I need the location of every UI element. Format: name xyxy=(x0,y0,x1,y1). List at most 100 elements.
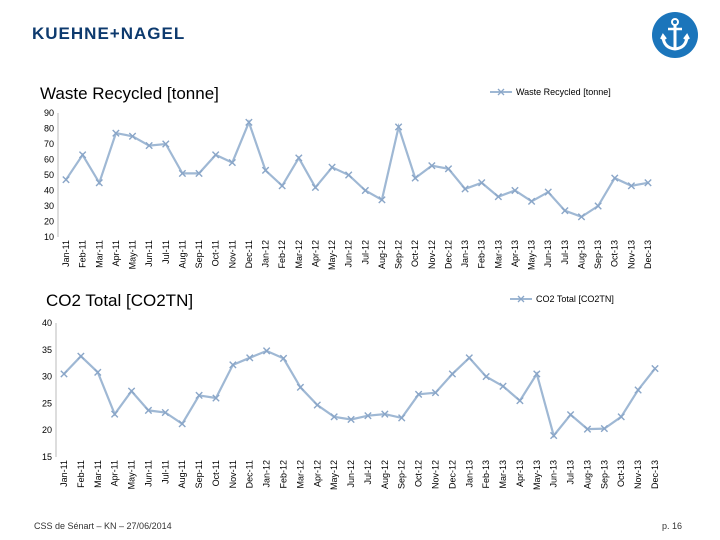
waste-x-tick-label: Jun-12 xyxy=(344,240,354,268)
waste-x-tick-label: Oct-12 xyxy=(410,240,420,267)
waste-data-point xyxy=(627,182,636,190)
waste-data-point xyxy=(527,197,536,206)
co2-x-tick-label: Mar-12 xyxy=(295,460,305,489)
waste-data-point xyxy=(211,151,220,159)
waste-x-tick-label: Jul-12 xyxy=(360,240,370,265)
co2-data-point xyxy=(195,391,203,400)
co2-x-tick-label: Feb-13 xyxy=(481,460,491,489)
co2-data-point xyxy=(347,415,355,424)
co2-data-point xyxy=(448,370,457,378)
waste-x-tick-label: Dec-13 xyxy=(643,240,653,269)
co2-y-tick-label: 20 xyxy=(42,425,52,435)
co2-x-tick-label: Nov-13 xyxy=(633,460,643,489)
waste-data-point xyxy=(644,179,652,187)
co2-data-point xyxy=(465,354,473,362)
co2-data-point xyxy=(414,390,423,398)
co2-data-point xyxy=(77,352,85,360)
waste-data-point xyxy=(361,186,370,195)
waste-x-tick-label: Nov-13 xyxy=(626,240,636,269)
logo-right-text: NAGEL xyxy=(120,24,186,43)
co2-data-point xyxy=(431,388,440,397)
waste-x-tick-label: Nov-11 xyxy=(227,240,237,268)
co2-x-tick-label: Sep-13 xyxy=(599,460,609,489)
waste-y-tick-label: 70 xyxy=(44,139,54,149)
co2-y-tick-label: 40 xyxy=(42,318,52,328)
co2-x-tick-label: Mar-13 xyxy=(498,460,508,489)
waste-x-tick-label: Jan-13 xyxy=(460,240,470,268)
waste-data-point xyxy=(245,118,253,126)
co2-data-point xyxy=(161,408,170,417)
co2-x-tick-label: May-13 xyxy=(532,460,542,490)
waste-data-point xyxy=(95,179,103,187)
waste-y-tick-label: 80 xyxy=(44,124,54,134)
waste-data-point xyxy=(328,163,336,171)
waste-x-tick-label: Apr-11 xyxy=(111,240,121,266)
waste-chart-title: Waste Recycled [tonne] xyxy=(40,84,219,103)
co2-x-tick-label: Feb-11 xyxy=(76,460,86,488)
co2-data-point xyxy=(583,425,592,433)
waste-data-point xyxy=(611,174,619,182)
waste-x-tick-label: Sep-12 xyxy=(394,240,404,269)
co2-data-point xyxy=(600,424,609,433)
page-number: p. 16 xyxy=(662,521,683,531)
co2-x-tick-label: Jan-11 xyxy=(59,460,69,487)
co2-x-tick-label: Jul-12 xyxy=(363,460,373,485)
co2-data-point xyxy=(381,410,389,418)
waste-data-point xyxy=(577,213,586,221)
waste-data-point xyxy=(444,165,453,173)
co2-data-point xyxy=(313,401,321,409)
co2-x-tick-label: Jun-12 xyxy=(346,460,356,488)
co2-x-tick-label: Sep-11 xyxy=(194,460,204,488)
co2-data-point xyxy=(549,431,558,440)
co2-data-point xyxy=(296,383,305,392)
waste-x-tick-label: Aug-12 xyxy=(377,240,387,269)
co2-chart-title: CO2 Total [CO2TN] xyxy=(46,291,194,310)
co2-data-point xyxy=(499,382,507,390)
waste-x-tick-label: Apr-13 xyxy=(510,240,520,267)
waste-data-point xyxy=(478,179,486,187)
co2-x-tick-label: Jul-11 xyxy=(160,460,170,484)
co2-x-tick-label: Nov-11 xyxy=(228,460,238,488)
waste-x-tick-label: Feb-11 xyxy=(78,240,88,268)
waste-x-tick-label: Aug-13 xyxy=(576,240,586,269)
waste-data-point xyxy=(145,141,153,150)
co2-x-tick-label: May-12 xyxy=(329,460,339,490)
co2-data-point xyxy=(566,410,575,419)
waste-x-tick-label: Oct-13 xyxy=(610,240,620,267)
waste-x-tick-label: Mar-12 xyxy=(294,240,304,269)
co2-data-point xyxy=(94,368,102,377)
waste-x-tick-label: May-12 xyxy=(327,240,337,270)
waste-x-tick-label: Dec-12 xyxy=(443,240,453,269)
co2-x-tick-label: Dec-13 xyxy=(650,460,660,489)
waste-data-point xyxy=(261,166,270,175)
waste-data-point xyxy=(411,174,419,182)
waste-x-tick-label: Aug-11 xyxy=(177,240,187,268)
waste-legend-marker xyxy=(497,88,505,96)
co2-data-point xyxy=(482,372,490,381)
waste-data-point xyxy=(228,158,236,167)
co2-data-point xyxy=(229,361,237,369)
waste-x-tick-label: Sep-13 xyxy=(593,240,603,269)
waste-data-point xyxy=(594,202,602,210)
co2-data-point xyxy=(533,370,541,378)
waste-data-point xyxy=(278,182,286,190)
waste-data-point xyxy=(511,186,519,195)
waste-x-tick-label: Jun-11 xyxy=(144,240,154,267)
co2-data-point xyxy=(617,413,625,421)
waste-x-tick-label: Apr-12 xyxy=(310,240,320,267)
co2-x-tick-label: Mar-11 xyxy=(93,460,103,488)
waste-data-point xyxy=(112,129,120,137)
co2-x-tick-label: Sep-12 xyxy=(397,460,407,489)
co2-data-point xyxy=(651,364,659,373)
waste-data-point xyxy=(394,123,403,131)
waste-x-tick-label: Jan-12 xyxy=(261,240,271,268)
waste-data-point xyxy=(195,169,203,178)
waste-data-point xyxy=(78,151,87,159)
co2-data-point xyxy=(516,397,524,405)
waste-data-point xyxy=(311,183,320,192)
waste-y-tick-label: 30 xyxy=(44,201,54,211)
co2-data-point xyxy=(398,414,406,422)
co2-data-point xyxy=(144,406,153,415)
waste-data-point xyxy=(128,132,137,140)
co2-x-tick-label: Oct-12 xyxy=(414,460,424,487)
